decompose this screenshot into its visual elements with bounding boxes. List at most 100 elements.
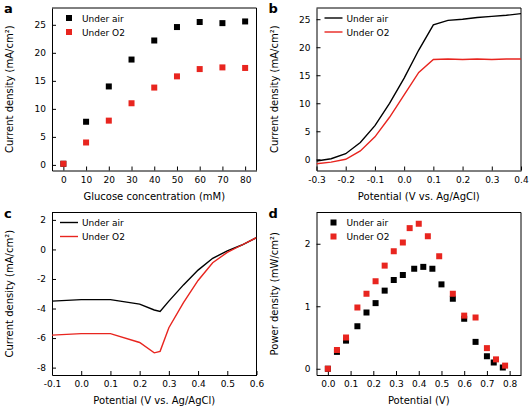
point (436, 253, 442, 259)
tick-mark (317, 47, 321, 48)
tick: 0.2 (367, 371, 381, 389)
legend: Under airUnder O2 (60, 218, 125, 242)
tick: 0.4 (191, 371, 206, 389)
legend-item: Under air (325, 14, 389, 24)
tick-mark (154, 167, 155, 171)
plot: -0.10.00.10.20.30.40.50.6-8-6-4-202Under… (37, 213, 264, 390)
x-axis: 01020304050607080 (53, 167, 258, 185)
point (473, 315, 479, 321)
tick-mark (52, 279, 56, 280)
tick: 0.4 (514, 167, 529, 185)
tick-label: 0 (61, 175, 67, 185)
tick-mark (317, 103, 321, 104)
point (391, 277, 397, 283)
point (242, 18, 248, 24)
line (52, 238, 257, 353)
legend-label: Under air (82, 218, 124, 228)
y-axis-title: Current density (mA/cm²) (4, 25, 15, 153)
tick-mark (110, 371, 111, 375)
y-axis-title: Current density (mA/cm²) (4, 230, 15, 358)
tick: 20 (35, 48, 56, 58)
tick-label: 0.4 (514, 175, 529, 185)
legend-item: Under air (60, 218, 124, 228)
point (242, 65, 248, 71)
tick: 0.0 (321, 371, 336, 389)
tick-label: 2 (305, 239, 311, 249)
tick-mark (245, 167, 246, 171)
tick-label: 10 (299, 99, 311, 109)
legend-label: Under air (347, 14, 389, 24)
tick-mark (86, 167, 87, 171)
tick-label: 0 (40, 160, 46, 170)
tick-label: 0.5 (221, 379, 235, 389)
tick: 5 (305, 127, 321, 137)
tick-label: 0.1 (427, 175, 441, 185)
tick-label: 0.0 (321, 379, 336, 389)
tick-mark (52, 220, 56, 221)
point (106, 118, 112, 124)
axis-line (53, 375, 258, 376)
tick: 25 (35, 20, 56, 30)
panel: -0.3-0.2-0.10.00.10.20.30.40510152025Und… (269, 1, 529, 202)
frame (256, 8, 257, 171)
tick: 0 (61, 167, 67, 185)
tick-label: 0.7 (480, 379, 494, 389)
tick-label: 10 (35, 104, 47, 114)
tick-label: 0.3 (389, 379, 403, 389)
tick: 0.1 (344, 371, 358, 389)
tick: 60 (194, 167, 206, 185)
axis-line (317, 9, 318, 172)
legend-item: Under air (331, 218, 389, 228)
tick-mark (317, 75, 321, 76)
legend-label: Under O2 (347, 28, 390, 38)
point (151, 38, 157, 44)
tick: 70 (217, 167, 229, 185)
tick-mark (375, 167, 376, 171)
tick: 20 (299, 43, 320, 53)
legend-swatch (325, 31, 343, 32)
point (83, 139, 89, 145)
tick-label: -0.1 (44, 379, 62, 389)
tick-label: 40 (149, 175, 161, 185)
plot: 010203040506070800510152025Under airUnde… (35, 8, 257, 185)
y-axis-title: Power density (mW/cm²) (269, 232, 280, 355)
point (473, 339, 479, 345)
point (129, 100, 135, 106)
frame (317, 8, 522, 9)
tick: -0.1 (367, 167, 385, 185)
point (354, 305, 360, 311)
tick-label: 0.1 (344, 379, 358, 389)
tick-label: 60 (194, 175, 206, 185)
point (420, 264, 426, 270)
legend-label: Under air (82, 14, 124, 24)
tick: 0.7 (480, 371, 494, 389)
tick: 0 (40, 160, 56, 170)
tick-mark (351, 371, 352, 375)
tick: 15 (299, 71, 320, 81)
tick-label: 15 (299, 71, 310, 81)
tick-label: 0 (40, 245, 46, 255)
tick-mark (109, 167, 110, 171)
tick: 0.5 (221, 371, 235, 389)
tick: 0.3 (162, 371, 176, 389)
tick: 0.3 (389, 371, 403, 389)
tick: -0.2 (337, 167, 355, 185)
legend-swatch (331, 234, 337, 240)
line (317, 59, 522, 164)
point (484, 353, 490, 359)
point (400, 240, 406, 246)
tick-label: -6 (37, 333, 46, 343)
tick-mark (510, 371, 511, 375)
tick: 0.0 (397, 167, 412, 185)
axis-line (317, 375, 522, 376)
tick-label: 20 (299, 43, 311, 53)
tick-mark (81, 371, 82, 375)
tick: 0.6 (250, 371, 265, 389)
panel-label: b (269, 1, 278, 16)
line (52, 238, 257, 312)
tick-label: 0 (305, 155, 311, 165)
tick-mark (63, 167, 64, 171)
tick-label: 20 (35, 48, 47, 58)
axis-line (53, 171, 258, 172)
point (60, 161, 66, 167)
